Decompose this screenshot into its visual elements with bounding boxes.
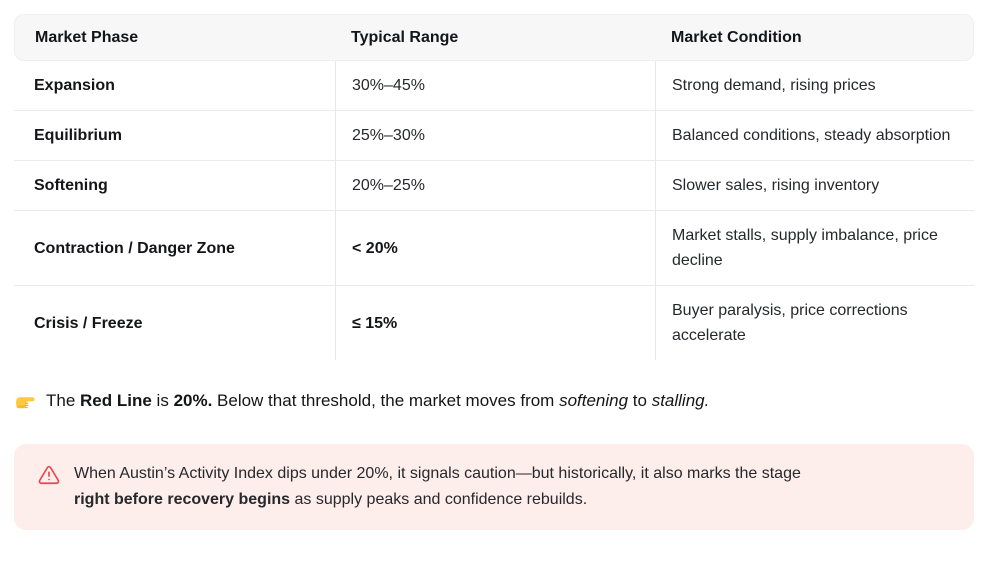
range-cell: 20%–25% bbox=[335, 161, 655, 211]
column-header-typical-range: Typical Range bbox=[335, 14, 655, 61]
warning-text: When Austin’s Activity Index dips under … bbox=[74, 465, 801, 508]
phase-cell: Expansion bbox=[14, 61, 335, 111]
red-line-text: The Red Line is 20%. Below that threshol… bbox=[46, 391, 710, 410]
condition-cell: Strong demand, rising prices bbox=[655, 61, 974, 111]
phase-cell: Softening bbox=[14, 161, 335, 211]
phase-cell: Contraction / Danger Zone bbox=[14, 211, 335, 286]
table-header: Market Phase Typical Range Market Condit… bbox=[14, 14, 974, 61]
table-row: Softening 20%–25% Slower sales, rising inv… bbox=[14, 161, 974, 211]
market-table-body: Expansion 30%–45% Strong demand, rising pr… bbox=[14, 61, 974, 360]
phase-cell: Crisis / Freeze bbox=[34, 314, 143, 332]
table-row: Crisis / Freeze ≤ 15% Buyer paralysis, pri… bbox=[14, 286, 974, 360]
column-header-market-phase: Market Phase bbox=[14, 14, 335, 61]
red-line-note: The Red Line is 20%. Below that threshol… bbox=[14, 388, 974, 414]
table-row: Equilibrium 25%–30% Balanced conditions, s… bbox=[14, 111, 974, 161]
range-cell: < 20% bbox=[335, 211, 655, 286]
condition-cell: Balanced conditions, steady absorption bbox=[655, 111, 974, 161]
range-cell: ≤ 15% bbox=[335, 286, 655, 360]
table-row: Expansion 30%–45% Strong demand, rising pr… bbox=[14, 61, 974, 111]
condition-cell: Market stalls, supply imbalance, price d… bbox=[655, 211, 974, 286]
warning-callout: When Austin’s Activity Index dips under … bbox=[14, 444, 974, 530]
range-cell: 30%–45% bbox=[335, 61, 655, 111]
condition-cell: Buyer paralysis, price corrections accel… bbox=[655, 286, 974, 360]
condition-cell: Slower sales, rising inventory bbox=[655, 161, 974, 211]
page: Market Phase Typical Range Market Condit… bbox=[14, 14, 974, 530]
phase-cell: Equilibrium bbox=[14, 111, 335, 161]
column-header-market-condition: Market Condition bbox=[655, 14, 974, 61]
market-phase-table: Market Phase Typical Range Market Condit… bbox=[14, 14, 974, 360]
table-row: Contraction / Danger Zone < 20% Market sta… bbox=[14, 211, 974, 286]
pointing-right-icon bbox=[14, 390, 36, 412]
range-cell: 25%–30% bbox=[335, 111, 655, 161]
warning-triangle-icon bbox=[38, 464, 60, 486]
